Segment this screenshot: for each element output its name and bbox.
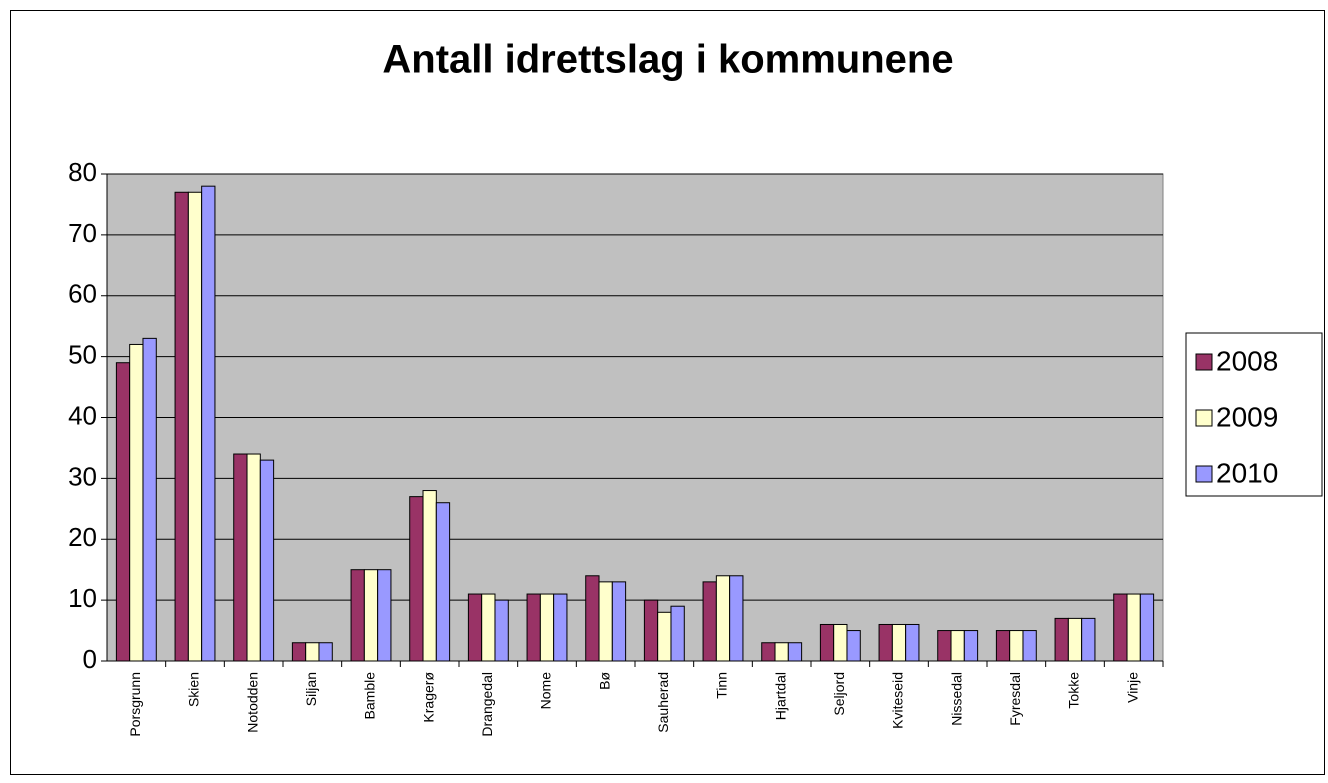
y-tick-label: 50 [68, 340, 97, 370]
chart-title: Antall idrettslag i kommunene [382, 38, 953, 82]
bar [233, 453, 248, 662]
bar [846, 630, 861, 662]
legend-label: 2009 [1216, 401, 1278, 432]
bar [937, 630, 952, 662]
x-tick-label: Nissedal [948, 672, 964, 726]
bar [494, 599, 509, 662]
y-tick-label: 80 [68, 157, 97, 187]
legend-label: 2008 [1216, 345, 1278, 376]
bar [350, 569, 365, 662]
y-tick-label: 40 [68, 400, 97, 430]
bar [715, 575, 731, 662]
bar [435, 502, 451, 662]
bar [819, 623, 835, 662]
y-tick-label: 10 [68, 583, 97, 613]
bar [142, 337, 157, 662]
bar [246, 453, 261, 662]
y-tick-label: 60 [68, 279, 97, 309]
bar [598, 581, 613, 662]
legend-label: 2010 [1216, 457, 1278, 488]
bar [833, 623, 848, 662]
bar [1022, 630, 1037, 662]
x-tick-label: Siljan [303, 672, 319, 706]
bar [1126, 593, 1141, 662]
bar [670, 605, 685, 662]
bar [963, 630, 979, 662]
bar [467, 593, 483, 662]
bar [1081, 617, 1096, 662]
bar [1009, 630, 1024, 662]
x-tick-label: Seljord [831, 672, 847, 716]
bar [702, 581, 717, 662]
bar [201, 185, 216, 662]
x-tick-label: Nome [538, 672, 554, 710]
x-tick-label: Fyresdal [1007, 672, 1023, 726]
bar [363, 569, 379, 662]
bar [878, 623, 893, 662]
bar [950, 630, 965, 662]
bar [539, 593, 555, 662]
bar [729, 575, 744, 662]
bar [422, 490, 437, 662]
bar [115, 362, 131, 662]
x-tick-label: Porsgrunn [127, 672, 143, 737]
bar [1054, 617, 1069, 662]
bar [305, 642, 320, 662]
bar [1067, 617, 1083, 662]
x-tick-label: Tokke [1066, 672, 1082, 709]
bar [787, 642, 803, 662]
bar [174, 191, 189, 662]
y-tick-label: 20 [68, 522, 97, 552]
bar [259, 459, 275, 662]
bar [643, 599, 659, 662]
x-tick-label: Vinje [1124, 672, 1140, 703]
legend-swatch [1195, 353, 1213, 371]
bar [409, 496, 424, 662]
bar [761, 642, 776, 662]
x-tick-label: Notodden [244, 672, 260, 733]
bar [585, 575, 600, 662]
legend-swatch [1195, 465, 1213, 483]
x-tick-label: Drangedal [479, 672, 495, 737]
bar [1113, 593, 1128, 662]
bar [774, 642, 789, 662]
y-tick-label: 30 [68, 461, 97, 491]
bar [657, 611, 672, 662]
x-tick-label: Skien [186, 672, 202, 707]
x-tick-label: Kviteseid [890, 672, 906, 729]
bar [526, 593, 541, 662]
x-tick-label: Tinn [714, 672, 730, 699]
legend-swatch [1195, 409, 1213, 427]
bar [995, 630, 1011, 662]
x-tick-label: Bø [596, 672, 612, 690]
x-tick-label: Hjartdal [772, 672, 788, 720]
y-tick-label: 0 [83, 644, 97, 674]
bar [129, 343, 144, 662]
x-tick-label: Bamble [362, 672, 378, 720]
bar [1139, 593, 1155, 662]
x-tick-label: Kragerø [420, 672, 436, 723]
bar [553, 593, 568, 662]
bar [318, 642, 333, 662]
bar [905, 623, 920, 662]
bar [377, 569, 392, 662]
x-tick-label: Sauherad [655, 672, 671, 733]
bar [291, 642, 307, 662]
y-tick-label: 70 [68, 218, 97, 248]
bar [187, 191, 203, 662]
bar [481, 593, 496, 662]
bar [611, 581, 627, 662]
bar [891, 623, 907, 662]
